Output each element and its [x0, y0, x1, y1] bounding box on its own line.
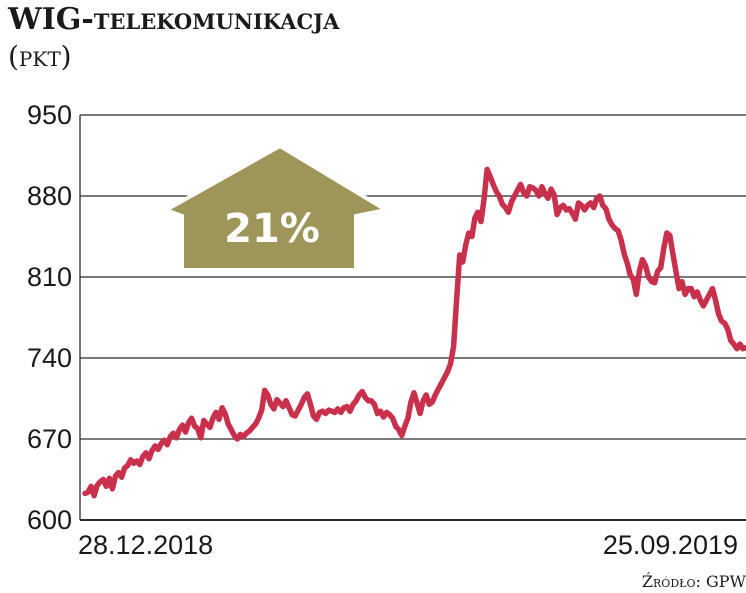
unit-label: (pkt) [8, 40, 72, 73]
title-rest: -telekomunikacja [81, 2, 340, 37]
grid-lines [79, 114, 746, 521]
growth-arrow: 21% [161, 143, 392, 272]
y-tick-label: 600 [27, 505, 72, 535]
x-tick-label-end: 25.09.2019 [603, 530, 738, 560]
series-line-layer [82, 166, 746, 499]
y-tick-label: 810 [27, 262, 72, 292]
y-tick-label: 740 [27, 343, 72, 373]
y-tick-label: 880 [27, 181, 72, 211]
y-tick-label: 950 [27, 100, 72, 130]
unit-text: (pkt) [8, 40, 72, 73]
y-tick-labels: 950 880 810 740 670 600 [27, 100, 72, 535]
x-tick-label-start: 28.12.2018 [78, 530, 213, 560]
x-tick-labels: 28.12.2018 25.09.2019 [78, 530, 738, 560]
growth-percentage-label: 21% [224, 206, 320, 252]
up-arrow-shape [161, 143, 392, 272]
source-note: Źródło: GPW [641, 572, 746, 591]
series-line [82, 166, 746, 499]
chart-title: WIG-telekomunikacja [8, 2, 339, 37]
title-main: WIG [8, 2, 82, 37]
y-tick-label: 670 [27, 424, 72, 454]
